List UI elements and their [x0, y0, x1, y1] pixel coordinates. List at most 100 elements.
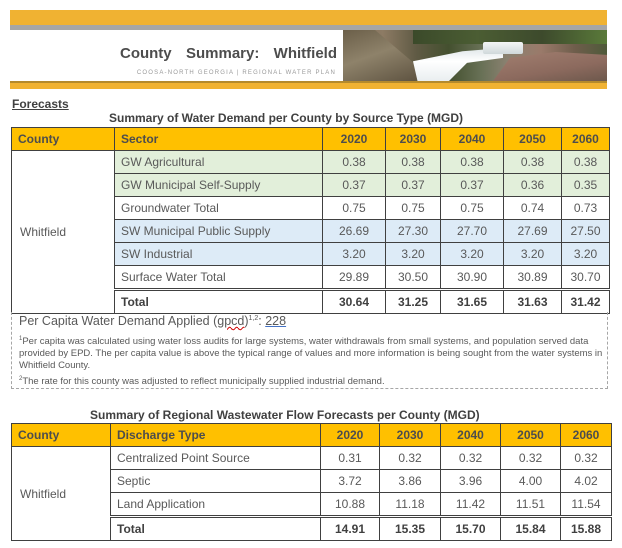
value-cell: 0.38	[322, 150, 386, 174]
sector-cell: GW Municipal Self-Supply	[114, 173, 323, 197]
header-year: 2040	[440, 423, 501, 447]
value-cell: 0.35	[561, 173, 610, 197]
header-year: 2040	[440, 127, 504, 151]
value-cell: 0.32	[379, 446, 441, 470]
value-cell: 0.31	[320, 446, 380, 470]
value-cell: 3.20	[503, 242, 562, 266]
value-cell: 0.38	[561, 150, 610, 174]
discharge-type-cell: Land Application	[110, 492, 321, 517]
footnote-1-marker: 1	[19, 336, 23, 342]
header-year: 2060	[561, 127, 610, 151]
value-cell: 26.69	[322, 219, 386, 243]
table-row: SW Industrial 3.20 3.20 3.20 3.20 3.20	[12, 242, 610, 266]
value-cell: 30.70	[561, 265, 610, 290]
table-header-row: County Discharge Type 2020 2030 2040 205…	[11, 423, 612, 447]
header-county: County	[11, 127, 115, 151]
header-year: 2020	[322, 127, 386, 151]
banner-top-bar	[10, 10, 607, 25]
footnote-2: 2The rate for this county was adjusted t…	[19, 373, 604, 388]
header-year: 2060	[560, 423, 612, 447]
value-cell: 27.69	[503, 219, 562, 243]
wastewater-flow-table: County Discharge Type 2020 2030 2040 205…	[11, 423, 612, 541]
value-cell: 3.86	[379, 469, 441, 493]
table-row: Groundwater Total 0.75 0.75 0.75 0.74 0.…	[12, 196, 610, 220]
sector-cell: Surface Water Total	[114, 265, 323, 290]
banner-bottom-line	[10, 81, 607, 83]
value-cell: 0.74	[503, 196, 562, 220]
per-capita-label: Per Capita Water Demand Applied (	[19, 314, 218, 328]
photo-foliage	[413, 30, 607, 44]
per-capita-footnote-ref: 1,2	[248, 314, 259, 322]
value-cell: 0.75	[322, 196, 386, 220]
footnote-2-text: The rate for this county was adjusted to…	[22, 376, 385, 388]
county-cell: Whitfield	[11, 150, 115, 314]
page-banner: County Summary: Whitfield COOSA-NORTH GE…	[10, 10, 607, 89]
value-cell: 0.32	[560, 446, 612, 470]
value-cell: 27.50	[561, 219, 610, 243]
header-year: 2020	[320, 423, 380, 447]
value-cell: 30.50	[385, 265, 441, 290]
table-row: SW Municipal Public Supply 26.69 27.30 2…	[12, 219, 610, 243]
per-capita-close: )	[244, 314, 249, 328]
value-cell: 3.72	[320, 469, 380, 493]
value-cell: 27.70	[440, 219, 504, 243]
table-header-row: County Sector 2020 2030 2040 2050 2060	[11, 127, 610, 151]
total-value-cell: 31.42	[561, 288, 610, 314]
value-cell: 3.96	[440, 469, 501, 493]
total-value-cell: 31.25	[385, 288, 441, 314]
total-value-cell: 31.65	[440, 288, 504, 314]
value-cell: 0.75	[440, 196, 504, 220]
footnote-2-marker: 2	[19, 376, 23, 382]
total-value-cell: 31.63	[503, 288, 562, 314]
value-cell: 3.20	[440, 242, 504, 266]
water-demand-table: County Sector 2020 2030 2040 2050 2060 W…	[11, 127, 610, 314]
sector-cell: Groundwater Total	[114, 196, 323, 220]
header-sector: Sector	[114, 127, 323, 151]
sector-cell: SW Municipal Public Supply	[114, 219, 323, 243]
value-cell: 3.20	[322, 242, 386, 266]
total-value-cell: 14.91	[320, 515, 380, 541]
discharge-type-cell: Septic	[110, 469, 321, 493]
value-cell: 0.75	[385, 196, 441, 220]
table-row: Whitfield GW Agricultural 0.38 0.38 0.38…	[11, 150, 610, 314]
value-cell: 0.73	[561, 196, 610, 220]
discharge-type-cell: Centralized Point Source	[110, 446, 321, 470]
value-cell: 0.36	[503, 173, 562, 197]
page-subtitle: COOSA-NORTH GEORGIA | REGIONAL WATER PLA…	[136, 70, 336, 76]
value-cell: 11.54	[560, 492, 612, 517]
section-label-forecasts: Forecasts	[12, 97, 69, 111]
value-cell: 4.00	[500, 469, 561, 493]
value-cell: 29.89	[322, 265, 386, 290]
value-cell: 0.37	[322, 173, 386, 197]
value-cell: 0.37	[385, 173, 441, 197]
header-discharge-type: Discharge Type	[110, 423, 321, 447]
total-value-cell: 15.84	[500, 515, 561, 541]
value-cell: 11.18	[379, 492, 441, 517]
header-year: 2030	[385, 127, 441, 151]
banner-gray-bar	[10, 25, 607, 30]
table-row: Whitfield Centralized Point Source 0.31 …	[11, 446, 612, 541]
value-cell: 0.32	[500, 446, 561, 470]
footnote-1-text: Per capita was calculated using water lo…	[19, 336, 603, 372]
header-county: County	[11, 423, 111, 447]
value-cell: 11.42	[440, 492, 501, 517]
banner-title-area	[10, 30, 342, 82]
value-cell: 10.88	[320, 492, 380, 517]
photo-rock-right	[493, 52, 607, 81]
discharge-type-cell: Total	[110, 515, 321, 541]
total-value-cell: 30.64	[322, 288, 386, 314]
wastewater-table-title: Summary of Regional Wastewater Flow Fore…	[90, 408, 480, 422]
sector-cell: GW Agricultural	[114, 150, 323, 174]
value-cell: 0.37	[440, 173, 504, 197]
county-cell: Whitfield	[11, 446, 111, 541]
total-value-cell: 15.70	[440, 515, 501, 541]
value-cell: 4.02	[560, 469, 612, 493]
value-cell: 3.20	[561, 242, 610, 266]
header-year: 2050	[503, 127, 562, 151]
banner-bottom-bar	[10, 83, 607, 89]
sector-cell: Total	[114, 288, 323, 314]
value-cell: 0.32	[440, 446, 501, 470]
total-value-cell: 15.88	[560, 515, 612, 541]
per-capita-value: 228	[265, 314, 287, 328]
table-total-row: Total 14.91 15.35 15.70 15.84 15.88	[12, 515, 612, 541]
